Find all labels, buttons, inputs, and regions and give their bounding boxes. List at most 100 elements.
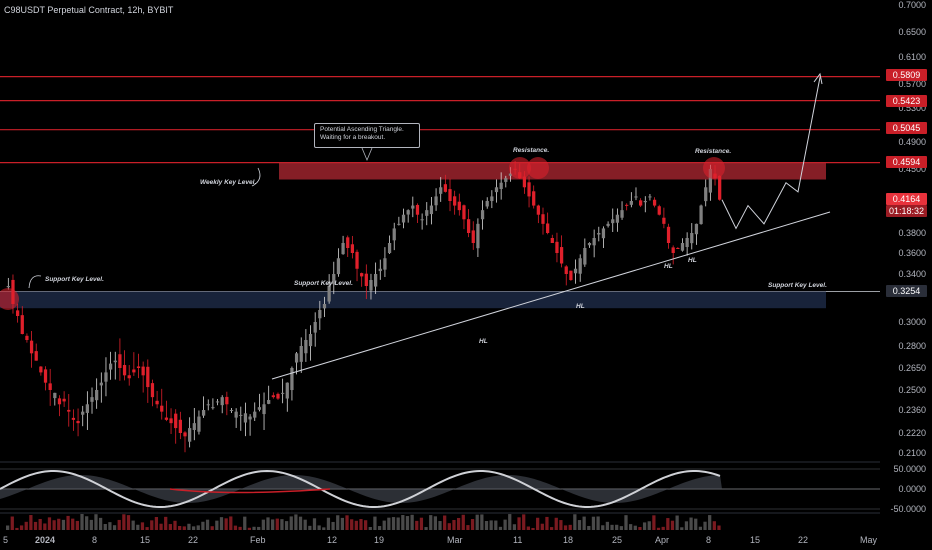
volume-bar xyxy=(377,526,382,530)
candle-body xyxy=(657,206,661,215)
candle-body xyxy=(494,187,499,193)
candle-body xyxy=(666,226,671,243)
candle-body xyxy=(615,214,620,223)
candle-body xyxy=(387,243,392,254)
candle-body xyxy=(122,365,127,376)
volume-bar xyxy=(554,517,558,530)
candle-body xyxy=(625,204,629,206)
volume-bar xyxy=(545,516,549,530)
volume-bar xyxy=(629,524,633,530)
volume-bar xyxy=(340,517,345,530)
volume-bar xyxy=(405,516,410,530)
volume-bar xyxy=(494,520,498,530)
osc-signal xyxy=(169,488,331,494)
candle-body xyxy=(718,175,722,200)
volume-bar xyxy=(424,527,428,530)
volume-bar xyxy=(382,520,386,530)
support-arrow xyxy=(28,275,42,289)
volume-bar xyxy=(624,515,628,530)
candle-body xyxy=(652,199,657,206)
candle-body xyxy=(25,335,29,340)
candle-body xyxy=(336,258,341,275)
candle-body xyxy=(164,417,169,420)
volume-bar xyxy=(480,514,484,530)
volume-bar xyxy=(391,517,396,530)
candle-body xyxy=(485,201,489,207)
candle-body xyxy=(606,223,610,226)
candle-body xyxy=(378,268,382,272)
volume-bar xyxy=(350,519,354,530)
candle-body xyxy=(536,205,540,215)
time-tick: 5 xyxy=(3,535,9,545)
candle-body xyxy=(225,396,229,405)
candle-body xyxy=(639,200,643,206)
candle-body xyxy=(373,274,378,287)
volume-bar xyxy=(591,516,596,530)
time-tick: 22 xyxy=(188,535,199,545)
volume-bar xyxy=(219,517,224,530)
volume-bar xyxy=(191,526,196,530)
volume-bar xyxy=(573,514,577,530)
candle-body xyxy=(48,383,52,390)
volume-bar xyxy=(666,518,670,530)
candle-body xyxy=(15,310,20,316)
volume-bar xyxy=(712,521,716,530)
candle-body xyxy=(360,273,364,277)
candle-body xyxy=(318,310,322,319)
volume-bar xyxy=(540,523,544,530)
price-tag: 0.4164 xyxy=(886,193,927,205)
volume-bar xyxy=(224,518,228,530)
osc-tick: -50.0000 xyxy=(890,504,926,514)
candle-body xyxy=(476,223,480,249)
candle-body xyxy=(99,382,103,386)
volume-bar xyxy=(33,521,38,530)
volume-bar xyxy=(229,516,233,530)
volume-bar xyxy=(233,525,238,530)
volume-bar xyxy=(131,520,135,530)
hl-label-3: HL xyxy=(664,263,673,270)
candle-body xyxy=(546,223,550,233)
time-tick: 15 xyxy=(140,535,151,545)
candle-body xyxy=(29,340,34,354)
volume-bar xyxy=(596,516,600,530)
candle-body xyxy=(508,173,513,176)
time-tick: 8 xyxy=(92,535,98,545)
volume-bar xyxy=(252,526,256,530)
price-tag: 0.3254 xyxy=(886,285,927,297)
countdown-tag: 01:18:32 xyxy=(886,205,927,217)
volume-bar xyxy=(10,516,14,530)
time-tick: 25 xyxy=(612,535,623,545)
volume-bar xyxy=(387,517,391,530)
candle-body xyxy=(53,392,57,399)
price-tick: 0.4500 xyxy=(898,164,926,174)
candle-body xyxy=(383,258,387,270)
price-tick: 0.4900 xyxy=(898,137,926,147)
volume-bar xyxy=(38,518,42,530)
candle-body xyxy=(169,418,173,424)
volume-bar xyxy=(610,524,614,530)
volume-bar xyxy=(159,523,163,530)
time-tick: 18 xyxy=(563,535,574,545)
candle-body xyxy=(587,243,592,246)
volume-bar xyxy=(396,517,400,530)
volume-bar xyxy=(196,525,200,530)
candle-body xyxy=(20,315,24,334)
volume-bar xyxy=(568,524,572,530)
candle-body xyxy=(239,414,243,416)
volume-bar xyxy=(452,519,456,530)
price-tick: 0.5300 xyxy=(898,103,926,113)
volume-bar xyxy=(563,525,568,530)
candle-body xyxy=(453,196,457,206)
volume-bar xyxy=(605,521,610,530)
candle-body xyxy=(90,397,94,402)
candle-body xyxy=(85,404,89,413)
time-tick: Mar xyxy=(447,535,463,545)
volume-bar xyxy=(182,526,186,530)
volume-bar xyxy=(57,518,61,530)
volume-bar xyxy=(708,515,712,530)
candle-body xyxy=(569,270,573,280)
volume-bar xyxy=(178,526,182,530)
candle-body xyxy=(480,210,485,220)
candle-body xyxy=(541,214,545,224)
